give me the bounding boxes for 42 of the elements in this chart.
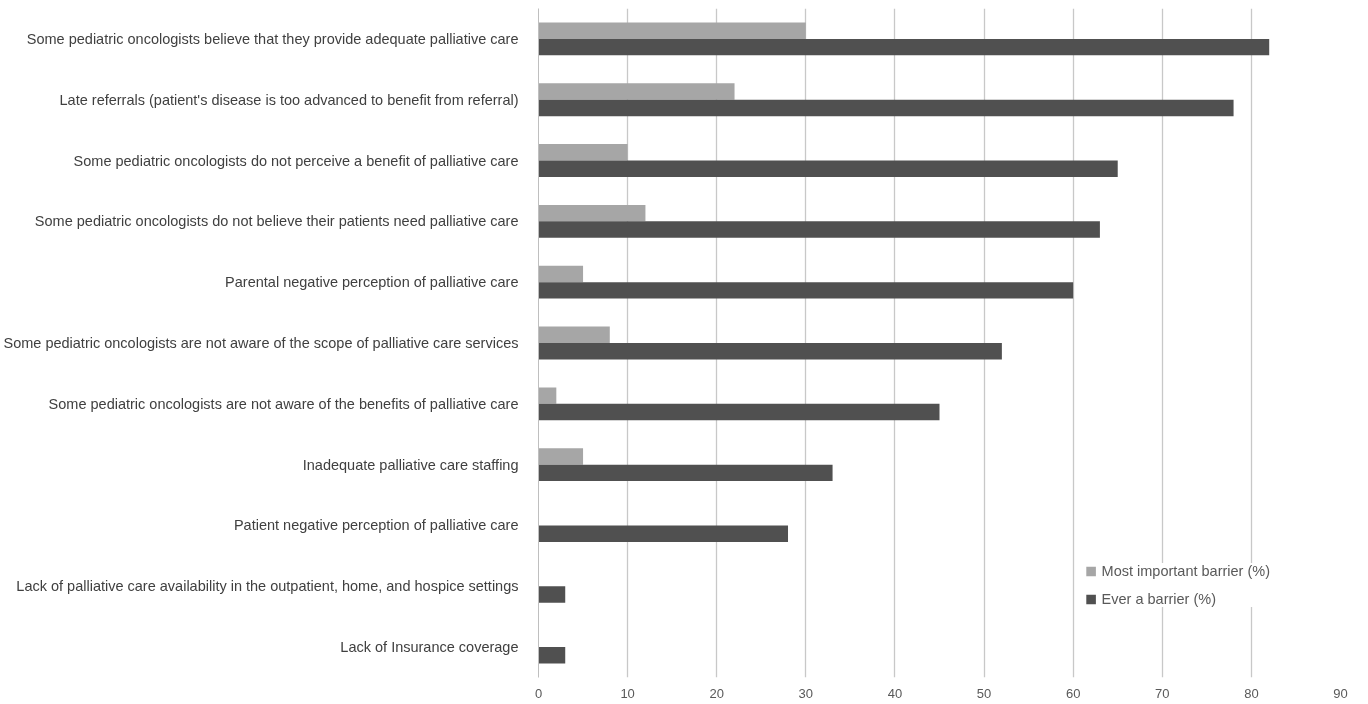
bar bbox=[538, 265, 584, 283]
y-tick-label: Patient negative perception of palliative care bbox=[233, 517, 519, 534]
bar bbox=[538, 144, 628, 161]
x-tick-label: 60 bbox=[1065, 685, 1081, 701]
bar bbox=[538, 160, 1118, 177]
x-tick-label: 10 bbox=[620, 685, 635, 701]
y-tick-label: Some pediatric oncologists believe that they provide adequate palliative care bbox=[26, 30, 519, 47]
bar bbox=[538, 343, 1002, 360]
x-tick-label: 90 bbox=[1333, 685, 1348, 701]
y-tick-label: Some pediatric oncologists do not perceive a benefit of palliative care bbox=[73, 152, 519, 169]
x-tick-label: 30 bbox=[798, 685, 814, 701]
bar bbox=[538, 448, 584, 465]
bar bbox=[538, 326, 610, 343]
x-tick-label: 40 bbox=[887, 685, 903, 701]
y-tick-label: Parental negative perception of palliative care bbox=[225, 274, 519, 291]
bar bbox=[538, 282, 1074, 299]
bar bbox=[538, 586, 566, 603]
bar bbox=[538, 221, 1100, 238]
y-tick-label: Some pediatric oncologists do not believe their patients need palliative care bbox=[34, 213, 519, 230]
x-tick-label: 70 bbox=[1155, 685, 1170, 701]
y-tick-label: Lack of Insurance coverage bbox=[340, 639, 519, 656]
x-tick-label: 50 bbox=[976, 685, 992, 701]
y-tick-label: Some pediatric oncologists are not aware of the scope of palliative care services bbox=[3, 335, 519, 351]
bar bbox=[538, 464, 833, 482]
y-tick-label: Some pediatric oncologists are not aware of the benefits of palliative care bbox=[48, 395, 519, 412]
x-tick-label: 20 bbox=[709, 685, 724, 701]
legend-label: Ever a barrier (%) bbox=[1101, 591, 1217, 607]
y-tick-label: Inadequate palliative care staffing bbox=[302, 456, 519, 473]
bar bbox=[538, 647, 566, 664]
bar bbox=[538, 38, 1270, 56]
x-tick-label: 0 bbox=[534, 685, 543, 701]
legend-label: Most important barrier (%) bbox=[1101, 563, 1270, 579]
bar bbox=[538, 204, 646, 222]
bar bbox=[538, 525, 789, 542]
y-tick-label: Late referrals (patient's disease is too advanced to benefit from referral) bbox=[59, 91, 519, 108]
bar bbox=[538, 403, 940, 421]
bar bbox=[538, 99, 1234, 117]
bar bbox=[538, 387, 557, 404]
y-tick-label: Lack of palliative care availability in the outpatient, home, and hospice settings bbox=[16, 578, 519, 595]
bar bbox=[538, 83, 735, 100]
x-tick-label: 80 bbox=[1244, 685, 1259, 701]
bar bbox=[538, 22, 806, 39]
